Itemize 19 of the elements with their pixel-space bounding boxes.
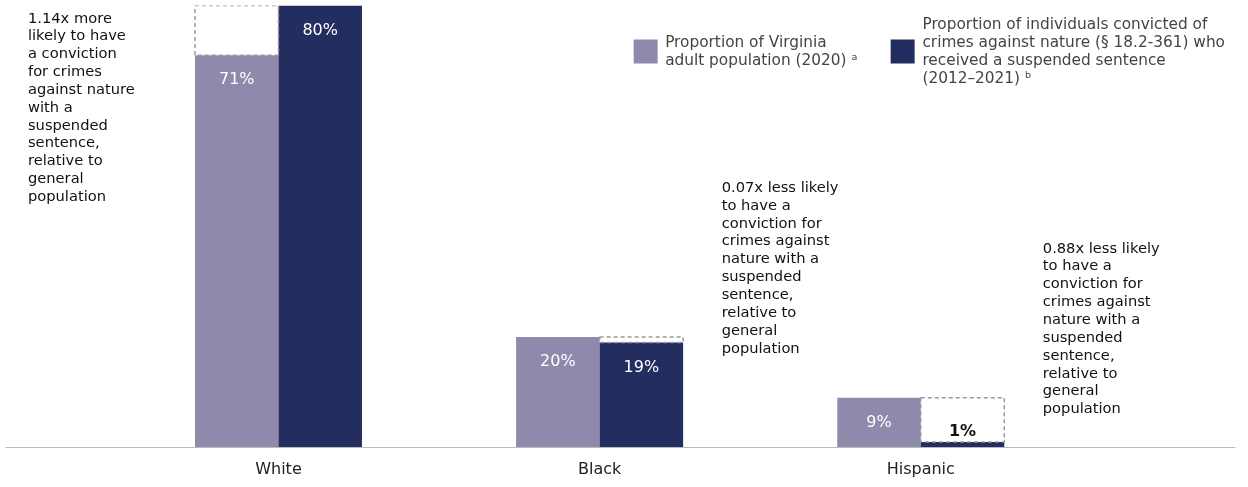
legend-label: Proportion of individuals convicted of crimes against nature (§ 18.2-361) who received a suspended sentence (2012–2021) ᵇ xyxy=(922,15,1225,87)
data-label: 20% xyxy=(540,351,576,370)
x-tick-label: Black xyxy=(577,458,622,478)
data-label: 9% xyxy=(866,411,892,431)
data-label: 1% xyxy=(948,420,977,440)
bar xyxy=(837,397,921,448)
legend-label: Proportion of Virginia adult population (2020) ᵃ xyxy=(665,33,858,69)
data-label: 19% xyxy=(623,356,660,376)
x-tick-label: White xyxy=(255,458,302,478)
text: 1.14x more likely to have a conviction for crimes against nature with a suspended sentence, relative to general population xyxy=(27,8,135,204)
data-label: 71% xyxy=(218,69,255,89)
bar xyxy=(516,337,600,448)
text: 0.88x less likely to have a conviction for crimes against nature with a suspended sentence, relative to general population xyxy=(1042,238,1160,417)
bar xyxy=(194,55,279,448)
x-tick-label: Hispanic xyxy=(886,458,955,478)
bar xyxy=(278,5,362,448)
data-label: 80% xyxy=(302,19,339,39)
bar xyxy=(599,342,684,448)
text: 0.07x less likely to have a conviction for crimes against nature with a suspended sentence, relative to general population xyxy=(721,177,839,356)
